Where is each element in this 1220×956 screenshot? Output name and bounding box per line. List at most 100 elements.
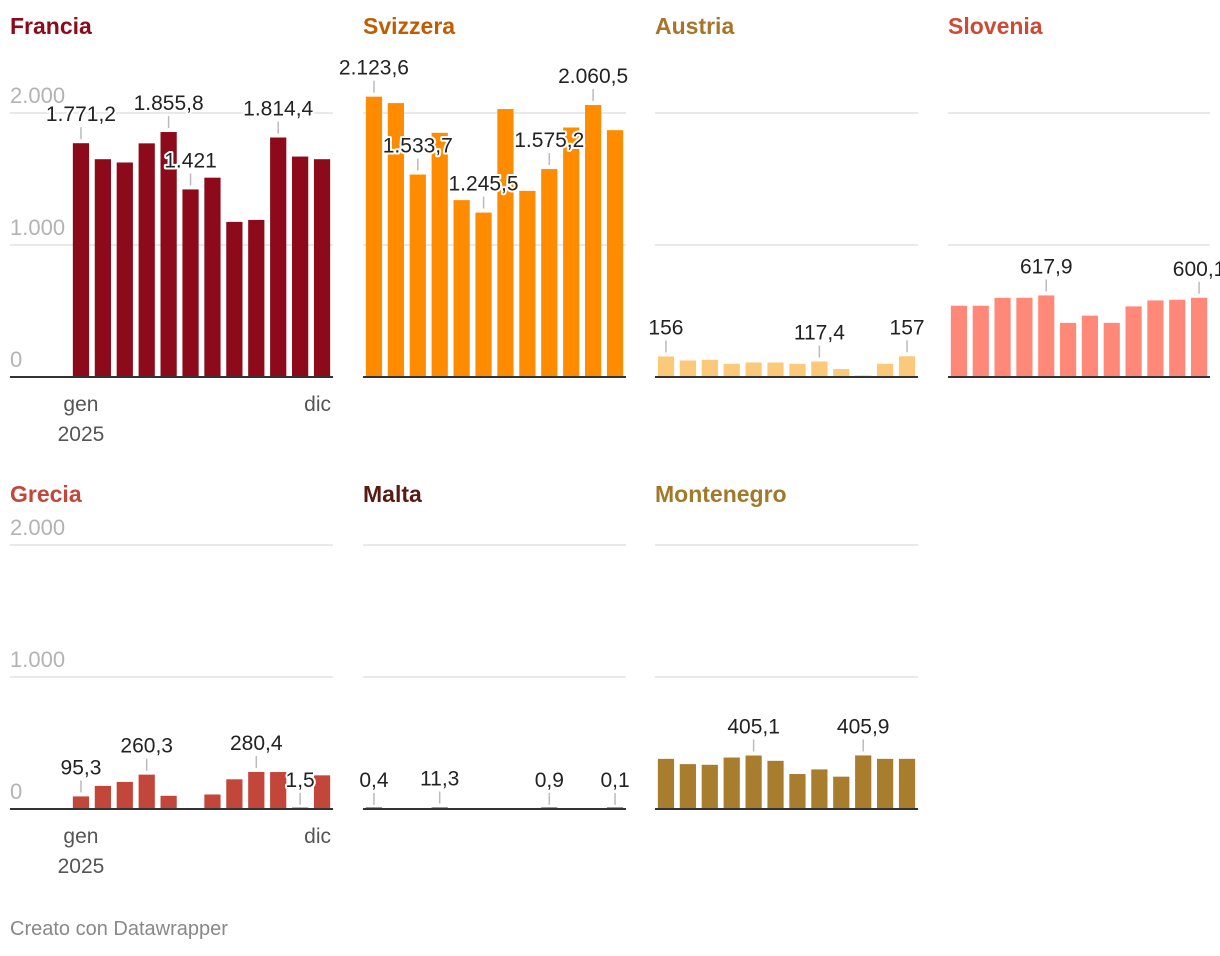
bar-svizzera (409, 174, 426, 377)
data-label-francia: 1.814,4 (243, 97, 313, 120)
bar-slovenia (1103, 322, 1120, 377)
bar-francia (248, 219, 265, 377)
bar-austria (657, 356, 675, 377)
bar-montenegro (657, 758, 675, 809)
bar-montenegro (855, 755, 872, 809)
data-label-svizzera: 1.245,5 (449, 173, 519, 196)
data-label-slovenia: 617,9 (1020, 255, 1073, 278)
bar-slovenia (1169, 299, 1186, 377)
bar-austria (679, 360, 696, 377)
bar-francia (72, 143, 90, 377)
footer-credit: Creato con Datawrapper (10, 918, 228, 940)
bar-montenegro (723, 757, 740, 809)
bar-slovenia (1191, 297, 1208, 377)
bar-montenegro (767, 760, 784, 809)
bar-svizzera (453, 200, 470, 377)
bar-francia (116, 162, 133, 377)
data-label-svizzera: 1.575,2 (514, 129, 584, 152)
bar-grecia (248, 771, 265, 809)
bar-svizzera (497, 109, 514, 377)
y-tick-label: 2.000 (10, 515, 65, 540)
bar-grecia (72, 796, 90, 809)
bar-slovenia (950, 305, 967, 377)
bar-slovenia (1081, 315, 1098, 377)
y-tick-label: 2.000 (10, 83, 65, 108)
data-label-francia: 1.855,8 (134, 92, 204, 115)
bar-grecia (204, 794, 221, 809)
bar-grecia (270, 772, 287, 809)
bar-austria (811, 361, 828, 377)
bar-francia (292, 156, 309, 377)
bar-austria (898, 356, 916, 377)
data-label-svizzera: 2.123,6 (339, 57, 409, 80)
bar-svizzera (365, 96, 383, 377)
data-label-svizzera: 2.060,5 (558, 65, 628, 88)
panel-title-slovenia: Slovenia (948, 13, 1043, 39)
bar-grecia (94, 785, 111, 809)
data-label-grecia: 260,3 (120, 735, 173, 758)
data-label-austria: 157 (890, 316, 925, 339)
x-tick-year: 2025 (58, 423, 105, 446)
panel-title-francia: Francia (10, 13, 92, 39)
x-tick-label: dic (304, 825, 331, 848)
data-label-svizzera: 1.533,7 (383, 135, 453, 158)
data-label-malta: 0,1 (600, 769, 629, 792)
data-label-grecia: 95,3 (61, 756, 102, 779)
data-label-grecia: 280,4 (230, 732, 283, 755)
bar-francia (313, 159, 331, 377)
data-label-francia: 1.771,2 (46, 103, 116, 126)
bar-montenegro (811, 769, 828, 809)
data-label-grecia: 1,5 (286, 769, 315, 792)
data-label-austria: 117,4 (794, 322, 845, 345)
y-tick-label: 0 (10, 347, 22, 372)
bar-grecia (138, 774, 155, 809)
panel-title-svizzera: Svizzera (363, 13, 455, 39)
x-tick-label: gen (63, 825, 98, 848)
bar-grecia (116, 781, 133, 809)
bar-grecia (226, 779, 243, 809)
x-tick-label: dic (304, 393, 331, 416)
bar-austria (723, 363, 740, 377)
bar-slovenia (1060, 322, 1077, 377)
bar-svizzera (585, 105, 602, 377)
bar-slovenia (1125, 306, 1142, 377)
bar-montenegro (833, 776, 850, 809)
y-tick-label: 0 (10, 779, 22, 804)
panel-title-montenegro: Montenegro (655, 481, 787, 507)
data-label-montenegro: 405,9 (837, 715, 890, 738)
x-tick-label: gen (63, 393, 98, 416)
bar-austria (701, 359, 718, 377)
bar-svizzera (387, 103, 404, 377)
y-tick-label: 1.000 (10, 647, 65, 672)
panel-title-austria: Austria (655, 13, 734, 39)
bar-montenegro (789, 774, 806, 809)
bar-francia (138, 143, 155, 377)
x-tick-year: 2025 (58, 855, 105, 878)
bar-slovenia (972, 305, 989, 377)
bar-austria (745, 362, 762, 377)
panel-title-malta: Malta (363, 481, 422, 507)
bar-francia (204, 177, 221, 377)
data-label-malta: 11,3 (420, 768, 459, 791)
bar-austria (877, 363, 894, 377)
bar-francia (160, 132, 177, 377)
bar-austria (767, 362, 784, 377)
data-label-slovenia: 600,1 (1173, 258, 1220, 281)
panel-title-grecia: Grecia (10, 481, 82, 507)
bar-montenegro (745, 755, 762, 809)
data-label-francia: 1.421 (164, 149, 217, 172)
bar-francia (94, 159, 111, 377)
bar-montenegro (701, 764, 718, 809)
bar-slovenia (1016, 297, 1033, 377)
bar-francia (182, 189, 199, 377)
data-label-montenegro: 405,1 (727, 716, 780, 739)
data-label-malta: 0,9 (535, 769, 564, 792)
bar-svizzera (606, 130, 624, 377)
bar-svizzera (431, 132, 448, 377)
data-label-malta: 0,4 (359, 769, 389, 792)
bar-montenegro (877, 758, 894, 809)
y-tick-label: 1.000 (10, 215, 65, 240)
bar-svizzera (475, 212, 492, 377)
bar-svizzera (563, 127, 580, 378)
